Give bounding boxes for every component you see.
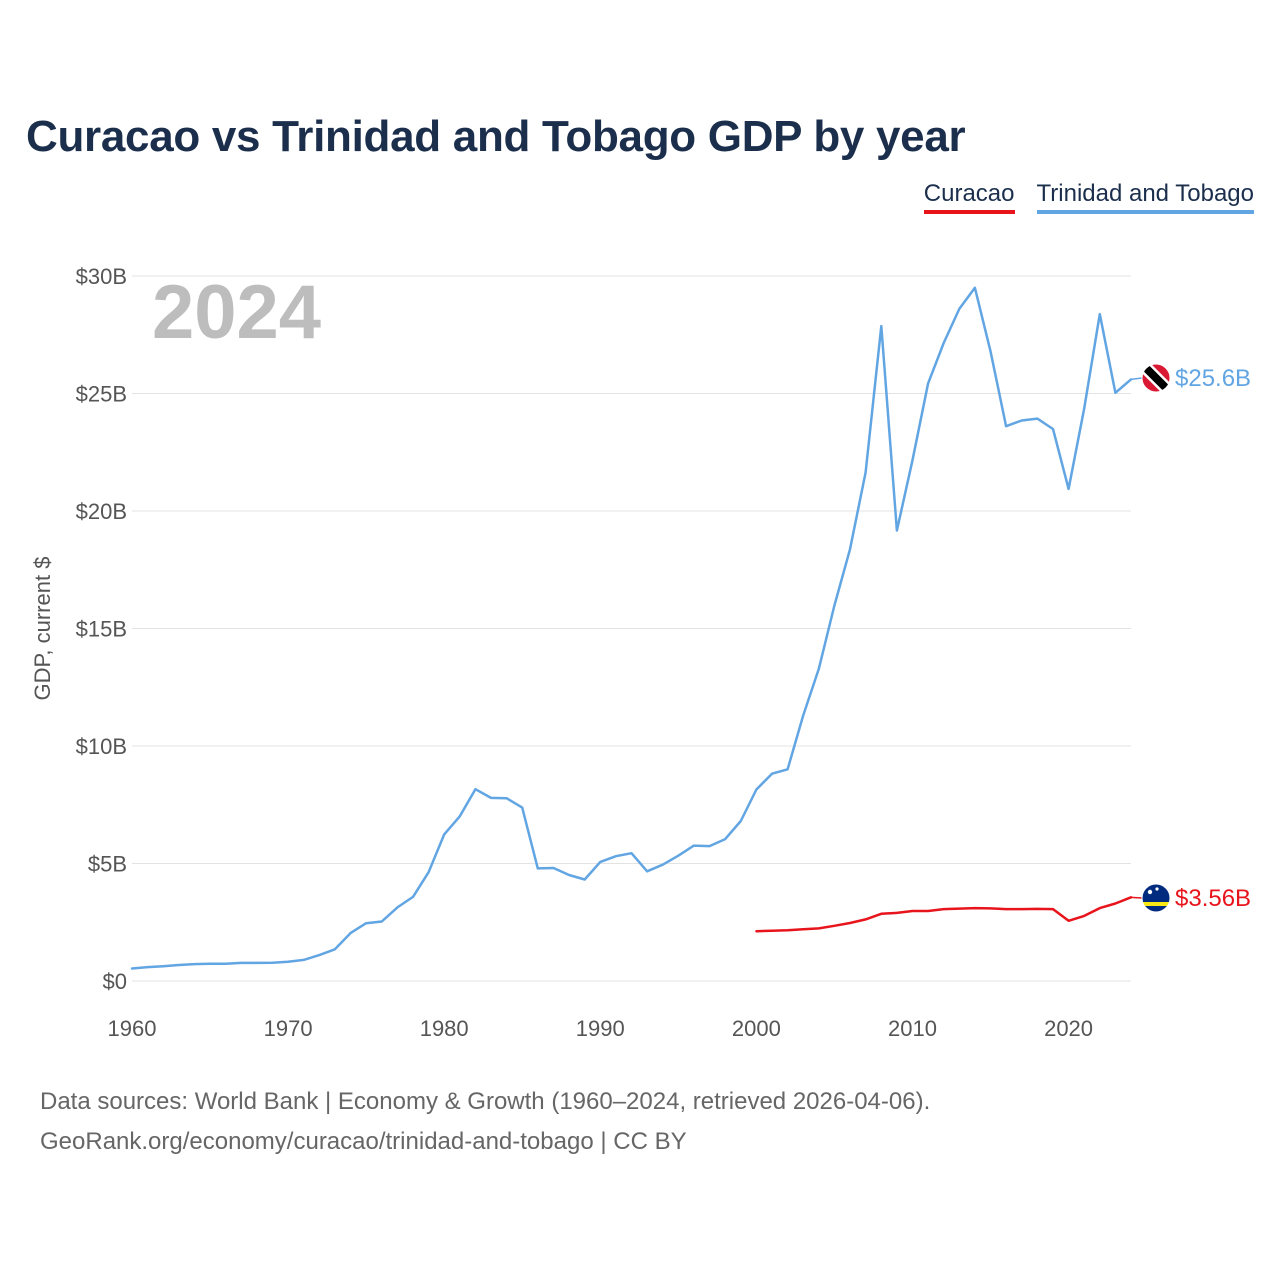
x-tick-label: 1960 [108, 1016, 157, 1041]
x-tick-label: 2010 [888, 1016, 937, 1041]
credit-link[interactable]: GeoRank.org/economy/curacao/trinidad-and… [40, 1128, 687, 1155]
x-tick-label: 1970 [264, 1016, 313, 1041]
y-axis-ticks: $0 $5B $10B $15B $20B $25B $30B [76, 264, 127, 994]
year-watermark: 2024 [152, 270, 321, 355]
end-connector [1130, 377, 1143, 381]
grid-lines [132, 275, 1131, 982]
x-tick-label: 1980 [420, 1016, 469, 1041]
y-axis-title: GDP, current $ [30, 557, 55, 701]
series-lines [130, 286, 1133, 970]
y-tick-label: $5B [88, 852, 127, 877]
curacao-flag-icon [1142, 884, 1170, 912]
x-axis-ticks: 1960 1970 1980 1990 2000 2010 2020 [108, 1016, 1094, 1041]
y-tick-label: $10B [76, 734, 127, 759]
y-tick-label: $30B [76, 264, 127, 289]
legend-item-curacao[interactable]: Curacao [923, 180, 1015, 214]
x-tick-label: 1990 [576, 1016, 625, 1041]
y-tick-label: $25B [76, 382, 127, 407]
series-line-curacao[interactable] [755, 896, 1133, 933]
legend: Curacao Trinidad and Tobago [923, 180, 1254, 214]
end-value-label: $3.56B [1175, 885, 1251, 912]
trinidad-flag-icon [1142, 364, 1170, 392]
end-markers: $3.56B $25.6B [1130, 363, 1251, 913]
y-tick-label: $15B [76, 617, 127, 642]
x-tick-label: 2000 [732, 1016, 781, 1041]
legend-item-trinidad-and-tobago[interactable]: Trinidad and Tobago [1036, 180, 1254, 214]
y-tick-label: $0 [103, 969, 127, 994]
end-value-label: $25.6B [1175, 365, 1251, 392]
chart-title: Curacao vs Trinidad and Tobago GDP by ye… [26, 112, 966, 161]
footer: Data sources: World Bank | Economy & Gro… [40, 1082, 930, 1162]
y-tick-label: $20B [76, 499, 127, 524]
x-tick-label: 2020 [1044, 1016, 1093, 1041]
end-connector [1130, 896, 1143, 899]
data-sources-note: Data sources: World Bank | Economy & Gro… [40, 1088, 931, 1115]
series-line-trinidad-and-tobago[interactable] [130, 286, 1133, 970]
